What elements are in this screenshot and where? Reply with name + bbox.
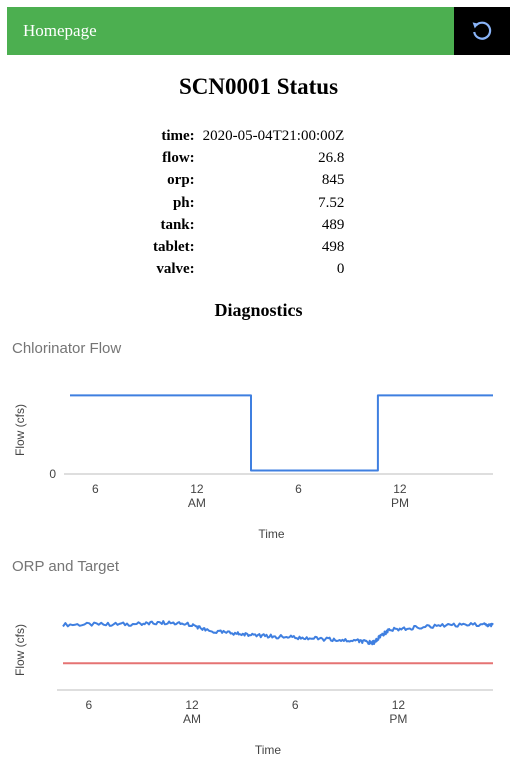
series-line-0-0 — [70, 394, 493, 472]
status-key: orp: — [167, 172, 195, 189]
status-row-orp: orp: 845 — [153, 170, 344, 192]
refresh-button[interactable] — [454, 7, 510, 55]
diagnostics-heading: Diagnostics — [214, 300, 303, 320]
status-key: tablet: — [153, 239, 195, 256]
status-row-ph: ph: 7.52 — [153, 192, 344, 214]
status-key: tank: — [160, 216, 195, 233]
status-key: flow: — [162, 149, 195, 166]
y-tick-label: 0 — [49, 467, 56, 481]
y-axis-title: Flow (cfs) — [13, 624, 27, 676]
x-tick-label: 6 — [85, 698, 92, 712]
status-value: 845 — [321, 172, 345, 189]
x-tick-label: 12 — [190, 482, 204, 496]
chart-title-flow: Chlorinator Flow — [12, 340, 122, 357]
status-row-tablet: tablet: 498 — [153, 236, 344, 258]
status-value: 7.52 — [318, 194, 345, 211]
chart-title-orp: ORP and Target — [12, 558, 120, 575]
series-line-1-0 — [62, 620, 494, 646]
y-axis-title: Flow (cfs) — [13, 404, 27, 456]
top-app-bar: Homepage — [7, 7, 510, 55]
status-value: 0 — [336, 261, 345, 278]
x-tick-sublabel: AM — [188, 496, 206, 510]
status-value: 2020-05-04T21:00:00Z — [202, 127, 345, 144]
x-axis-title: Time — [255, 743, 282, 757]
x-tick-label: 6 — [292, 698, 299, 712]
status-value: 26.8 — [318, 149, 345, 166]
page-title: SCN0001 Status — [178, 74, 339, 99]
x-tick-label: 6 — [92, 482, 99, 496]
status-key: time: — [161, 127, 195, 144]
status-key: valve: — [156, 261, 195, 278]
x-tick-sublabel: PM — [389, 712, 407, 726]
x-axis-title: Time — [258, 527, 285, 541]
status-value: 498 — [321, 239, 345, 256]
x-tick-label: 6 — [295, 482, 302, 496]
status-value: 489 — [321, 216, 345, 233]
status-key: ph: — [172, 194, 195, 211]
status-row-valve: valve: 0 — [153, 259, 344, 281]
x-tick-sublabel: PM — [391, 496, 409, 510]
status-table: time: 2020-05-04T21:00:00Z flow: 26.8 or… — [153, 125, 344, 281]
status-row-time: time: 2020-05-04T21:00:00Z — [153, 125, 344, 147]
x-tick-label: 12 — [393, 482, 407, 496]
homepage-link[interactable]: Homepage — [23, 21, 97, 40]
x-tick-sublabel: AM — [183, 712, 201, 726]
x-tick-label: 12 — [185, 698, 199, 712]
refresh-icon — [472, 21, 492, 40]
status-row-flow: flow: 26.8 — [153, 147, 344, 169]
status-row-tank: tank: 489 — [153, 214, 344, 236]
x-tick-label: 12 — [392, 698, 406, 712]
